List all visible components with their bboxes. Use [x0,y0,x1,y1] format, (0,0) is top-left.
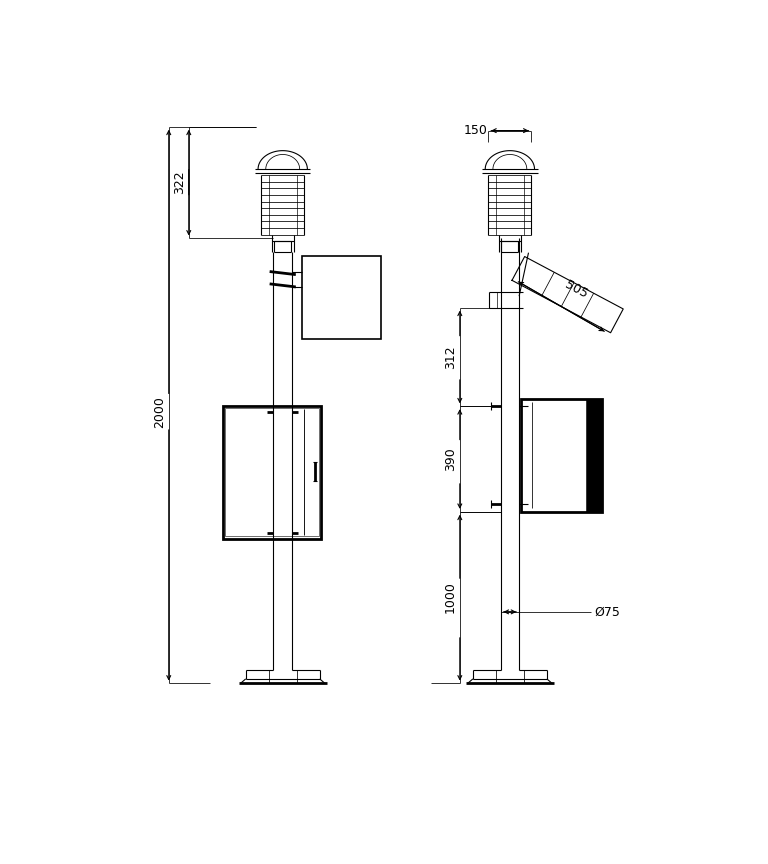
Text: Ø75: Ø75 [594,606,621,619]
Text: 150: 150 [464,124,488,137]
Bar [223,405,321,539]
Bar [521,398,601,511]
Text: 2000: 2000 [153,396,166,428]
Text: 1000: 1000 [444,581,457,613]
Text: 322: 322 [173,170,186,194]
Text: 390: 390 [444,448,457,471]
Text: 312: 312 [444,346,457,369]
Bar [225,408,319,537]
Bar [302,256,381,339]
Bar [586,398,601,511]
Text: 505: 505 [563,278,591,301]
